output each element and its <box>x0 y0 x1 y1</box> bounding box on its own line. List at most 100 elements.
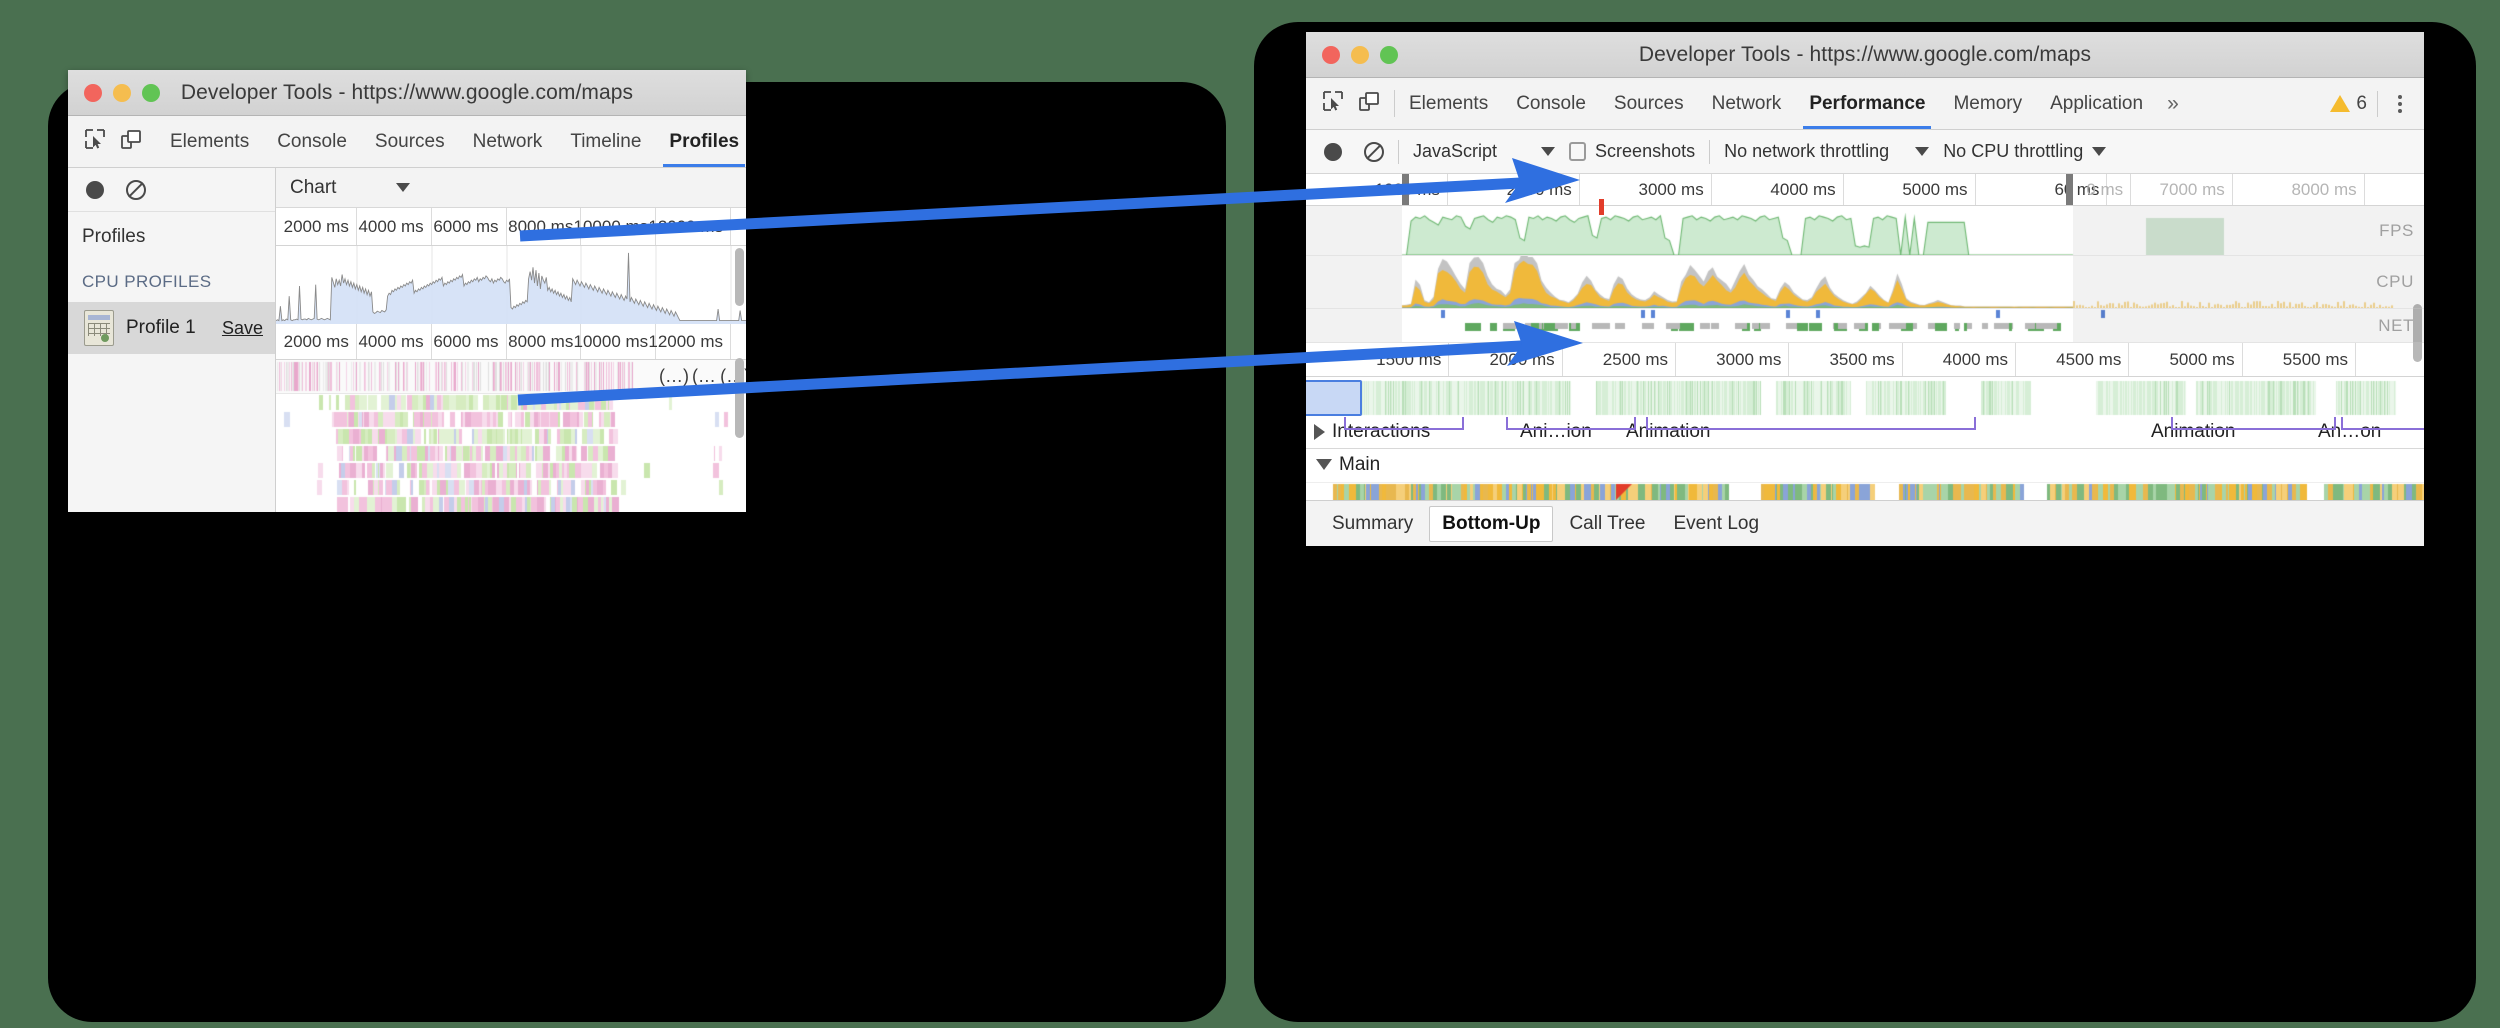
ruler-tick-label: 5000 ms <box>2169 349 2235 369</box>
more-options-icon[interactable] <box>2388 94 2412 113</box>
clear-icon[interactable] <box>126 179 146 200</box>
ruler-tick-label: 2500 ms <box>1602 349 1668 369</box>
sidebar-item-profile-1[interactable]: Profile 1 Save <box>68 302 275 354</box>
tab-application[interactable]: Application <box>2050 92 2144 114</box>
interactions-track[interactable]: Interactions Ani…ion Animation Animation… <box>1306 377 2424 449</box>
network-throttling-select[interactable]: No network throttling <box>1724 141 1930 162</box>
network-throttling-value: No network throttling <box>1724 141 1890 161</box>
tab-network[interactable]: Network <box>472 130 543 152</box>
more-tabs-icon[interactable]: » <box>2167 91 2179 115</box>
left-detail-ruler: 2000 ms 4000 ms 6000 ms 8000 ms 10000 ms 1200… <box>276 324 746 360</box>
tab-profiles[interactable]: Profiles <box>655 116 746 167</box>
overview-lane-net[interactable]: NET <box>1306 309 2424 343</box>
caret-right-icon[interactable] <box>1314 423 1325 440</box>
right-devtools-window: Developer Tools - https://www.google.com… <box>1306 32 2424 546</box>
close-button[interactable] <box>1322 45 1340 64</box>
tab-summary[interactable]: Summary <box>1332 512 1414 534</box>
tab-bottom-up[interactable]: Bottom-Up <box>1429 505 1554 542</box>
ruler-tick-label: 0 ms <box>2086 179 2124 199</box>
sidebar-header: Profiles <box>82 226 146 247</box>
inspect-element-icon[interactable] <box>84 128 106 155</box>
tab-network[interactable]: Network <box>1711 92 1782 114</box>
tab-timeline[interactable]: Timeline <box>570 130 642 152</box>
warning-status-badge[interactable]: 6 <box>2330 93 2367 115</box>
cpu-throttling-value: No CPU throttling <box>1943 141 2084 161</box>
tab-console[interactable]: Console <box>277 130 347 152</box>
overview-dim-left <box>1306 309 1402 342</box>
right-toolbar-icons <box>1306 78 1394 129</box>
left-flame-chart[interactable] <box>276 394 746 512</box>
minimize-button[interactable] <box>113 83 131 102</box>
ruler-tick: 5500 ms <box>1306 343 2356 376</box>
overview-left-handle[interactable] <box>1402 174 1409 205</box>
tab-console[interactable]: Console <box>1516 92 1586 114</box>
lane-label-fps: FPS <box>2379 220 2414 240</box>
caret-down-icon <box>1915 147 1930 156</box>
ruler-tick-label: 3000 ms <box>1716 349 1782 369</box>
left-flame-scrollbar[interactable] <box>735 358 744 438</box>
tab-sources[interactable]: Sources <box>1613 92 1684 114</box>
left-devtools-window: Developer Tools - https://www.google.com… <box>68 70 746 512</box>
zoom-button[interactable] <box>142 83 160 102</box>
tab-sources[interactable]: Sources <box>374 130 445 152</box>
ruler-tick-label: 6000 ms <box>433 331 499 351</box>
caret-down-icon[interactable] <box>1316 459 1332 471</box>
ruler-tick: 5000 ms <box>1306 343 2243 376</box>
profile-thumbnail-icon <box>84 310 114 346</box>
main-track-header[interactable]: Main <box>1306 449 2424 483</box>
screenshots-checkbox[interactable]: Screenshots <box>1569 141 1695 162</box>
ruler-tick: 3000 ms <box>1306 174 1712 205</box>
annotation-bracket <box>1646 417 1976 430</box>
clear-icon[interactable] <box>1364 141 1384 162</box>
tab-elements[interactable]: Elements <box>170 130 250 152</box>
annotation-bracket <box>2341 417 2424 430</box>
cpu-throttling-select[interactable]: No CPU throttling <box>1943 141 2107 162</box>
profile-type-select[interactable]: JavaScript <box>1413 141 1556 162</box>
ruler-tick-label: 4000 ms <box>1770 179 1836 199</box>
tab-elements[interactable]: Elements <box>1409 92 1489 114</box>
device-toolbar-icon[interactable] <box>1358 90 1380 117</box>
toolbar-divider <box>1394 90 1395 117</box>
lane-label-net: NET <box>2378 315 2414 335</box>
interactions-group-label[interactable]: Interactions <box>1314 421 1430 443</box>
overview-lane-fps[interactable]: FPS <box>1306 206 2424 256</box>
save-profile-link[interactable]: Save <box>221 317 263 338</box>
warning-count: 6 <box>2356 92 2367 114</box>
caret-down-icon[interactable] <box>396 183 411 192</box>
right-flame-scrollbar[interactable] <box>2413 304 2422 362</box>
record-icon[interactable] <box>1324 142 1342 161</box>
view-mode-value[interactable]: Chart <box>290 176 337 198</box>
ruler-tick: 4500 ms <box>1306 343 2130 376</box>
animation-label-1[interactable]: Ani…ion <box>1520 421 1592 442</box>
left-overview-chart[interactable] <box>276 246 746 324</box>
close-button[interactable] <box>84 83 102 102</box>
lane-label-cpu: CPU <box>2376 272 2414 291</box>
overview-dim-left <box>1306 206 1402 255</box>
minimize-button[interactable] <box>1351 45 1369 64</box>
left-traffic-lights[interactable] <box>84 83 160 102</box>
ruler-tick: 3000 ms <box>1306 343 1790 376</box>
net-sparkline <box>1306 309 2424 342</box>
overview-lane-cpu[interactable]: CPU <box>1306 256 2424 309</box>
tab-performance[interactable]: Performance <box>1795 78 1939 129</box>
record-icon[interactable] <box>86 180 104 199</box>
device-toolbar-icon[interactable] <box>120 128 142 155</box>
flame-ellipsis-label: (… <box>691 366 716 386</box>
sidebar-section-cpu-profiles: CPU PROFILES <box>82 272 212 291</box>
overview-right-handle[interactable] <box>2066 174 2073 205</box>
right-traffic-lights[interactable] <box>1322 45 1398 64</box>
selected-frame-box[interactable] <box>1306 380 1362 416</box>
ruler-tick-label: 4000 ms <box>358 216 424 236</box>
tab-event-log[interactable]: Event Log <box>1673 512 1760 534</box>
ruler-tick-label: 60 ms <box>2054 179 2100 199</box>
tab-memory[interactable]: Memory <box>1953 92 2023 114</box>
ruler-tick: 4000 ms <box>1306 343 2016 376</box>
animation-label-4[interactable]: An…on <box>2318 421 2382 442</box>
zoom-button[interactable] <box>1380 45 1398 64</box>
ruler-tick: 60 ms <box>1306 174 2108 205</box>
tab-call-tree[interactable]: Call Tree <box>1569 512 1646 534</box>
ruler-tick-label: 8000 ms <box>2291 179 2357 199</box>
inspect-element-icon[interactable] <box>1322 90 1344 117</box>
annotation-bracket <box>1506 417 1636 430</box>
left-overview-scrollbar[interactable] <box>735 248 744 306</box>
